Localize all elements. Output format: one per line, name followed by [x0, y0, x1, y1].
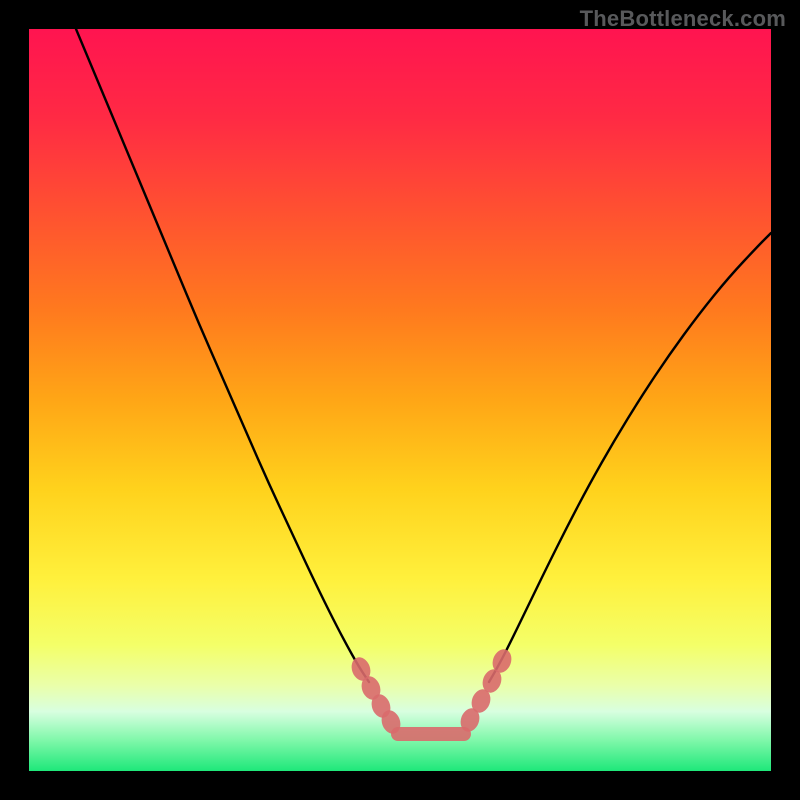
valley-floor-bar [391, 727, 471, 741]
watermark-text: TheBottleneck.com [580, 6, 786, 32]
curve-right [489, 233, 771, 682]
curve-left [76, 29, 369, 682]
plot-area [29, 29, 771, 771]
chart-root: TheBottleneck.com [0, 0, 800, 800]
valley-markers [348, 647, 514, 741]
curve-layer [29, 29, 771, 771]
